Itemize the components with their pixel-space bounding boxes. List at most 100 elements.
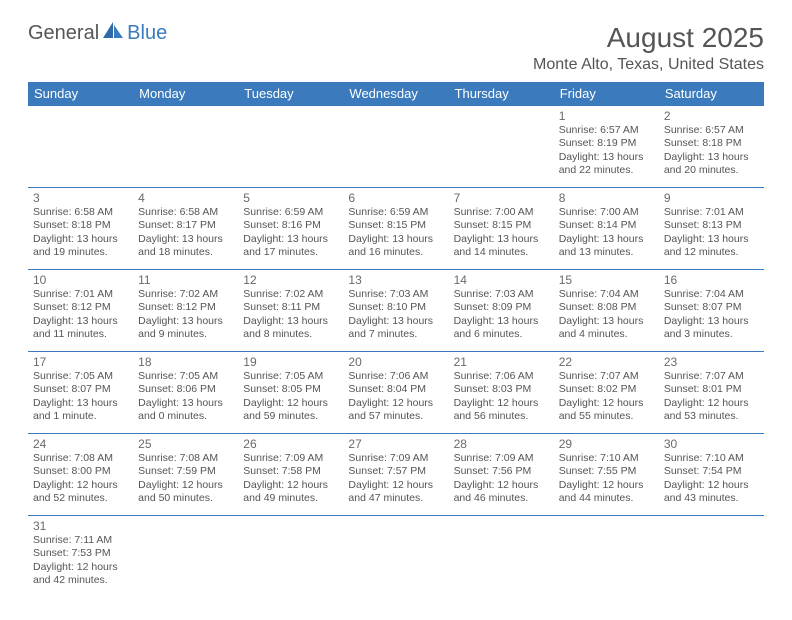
cell-day1: Daylight: 13 hours [664, 151, 759, 164]
calendar-cell [28, 106, 133, 188]
cell-day2: and 57 minutes. [348, 410, 443, 423]
day-header: Thursday [449, 82, 554, 106]
sail-icon [103, 22, 125, 45]
cell-sunset: Sunset: 8:05 PM [243, 383, 338, 396]
day-number: 5 [243, 191, 338, 205]
cell-day2: and 22 minutes. [559, 164, 654, 177]
day-header-row: Sunday Monday Tuesday Wednesday Thursday… [28, 82, 764, 106]
calendar-cell: 7Sunrise: 7:00 AMSunset: 8:15 PMDaylight… [449, 188, 554, 270]
cell-day2: and 59 minutes. [243, 410, 338, 423]
cell-day2: and 4 minutes. [559, 328, 654, 341]
cell-sunrise: Sunrise: 7:03 AM [454, 288, 549, 301]
calendar-cell: 5Sunrise: 6:59 AMSunset: 8:16 PMDaylight… [238, 188, 343, 270]
day-number: 6 [348, 191, 443, 205]
day-number: 2 [664, 109, 759, 123]
cell-day1: Daylight: 13 hours [33, 315, 128, 328]
cell-sunset: Sunset: 8:06 PM [138, 383, 233, 396]
calendar-cell: 9Sunrise: 7:01 AMSunset: 8:13 PMDaylight… [659, 188, 764, 270]
calendar-cell: 18Sunrise: 7:05 AMSunset: 8:06 PMDayligh… [133, 352, 238, 434]
cell-sunrise: Sunrise: 7:00 AM [454, 206, 549, 219]
cell-day2: and 20 minutes. [664, 164, 759, 177]
day-number: 4 [138, 191, 233, 205]
calendar-cell: 12Sunrise: 7:02 AMSunset: 8:11 PMDayligh… [238, 270, 343, 352]
cell-sunrise: Sunrise: 7:07 AM [559, 370, 654, 383]
calendar-cell [343, 106, 448, 188]
cell-day1: Daylight: 13 hours [454, 315, 549, 328]
calendar-cell: 2Sunrise: 6:57 AMSunset: 8:18 PMDaylight… [659, 106, 764, 188]
calendar-cell: 8Sunrise: 7:00 AMSunset: 8:14 PMDaylight… [554, 188, 659, 270]
day-number: 24 [33, 437, 128, 451]
cell-day1: Daylight: 13 hours [138, 397, 233, 410]
cell-sunrise: Sunrise: 7:09 AM [454, 452, 549, 465]
cell-sunset: Sunset: 7:55 PM [559, 465, 654, 478]
cell-day2: and 7 minutes. [348, 328, 443, 341]
cell-sunrise: Sunrise: 7:11 AM [33, 534, 128, 547]
calendar-cell: 30Sunrise: 7:10 AMSunset: 7:54 PMDayligh… [659, 434, 764, 516]
day-number: 30 [664, 437, 759, 451]
cell-day1: Daylight: 13 hours [33, 233, 128, 246]
calendar-row: 3 Sunrise: 6:58 AM Sunset: 8:18 PMDaylight… [28, 188, 764, 270]
cell-sunset: Sunset: 8:12 PM [33, 301, 128, 314]
cell-day1: Daylight: 13 hours [559, 151, 654, 164]
cell-sunset: Sunset: 8:08 PM [559, 301, 654, 314]
calendar-cell: 29Sunrise: 7:10 AMSunset: 7:55 PMDayligh… [554, 434, 659, 516]
cell-sunset: Sunset: 8:02 PM [559, 383, 654, 396]
calendar-cell: 31Sunrise: 7:11 AMSunset: 7:53 PMDayligh… [28, 516, 133, 598]
page-title: August 2025 [533, 22, 764, 54]
calendar-cell [133, 106, 238, 188]
day-header: Monday [133, 82, 238, 106]
calendar-row: 31Sunrise: 7:11 AMSunset: 7:53 PMDayligh… [28, 516, 764, 598]
calendar-cell: 3Sunrise: 6:58 AMSunset: 8:18 PMDaylight… [28, 188, 133, 270]
day-number: 17 [33, 355, 128, 369]
cell-sunrise: Sunrise: 6:59 AM [348, 206, 443, 219]
calendar-row: 1Sunrise: 6:57 AMSunset: 8:19 PMDaylight… [28, 106, 764, 188]
cell-day2: and 18 minutes. [138, 246, 233, 259]
day-number: 8 [559, 191, 654, 205]
location-text: Monte Alto, Texas, United States [533, 56, 764, 74]
cell-sunrise: Sunrise: 6:57 AM [664, 124, 759, 137]
calendar-cell [343, 516, 448, 598]
cell-sunset: Sunset: 8:18 PM [33, 219, 128, 232]
calendar-cell: 14Sunrise: 7:03 AMSunset: 8:09 PMDayligh… [449, 270, 554, 352]
day-number: 3 [33, 191, 128, 205]
cell-sunrise: Sunrise: 7:08 AM [138, 452, 233, 465]
cell-sunrise: Sunrise: 7:05 AM [243, 370, 338, 383]
cell-sunset: Sunset: 8:19 PM [559, 137, 654, 150]
calendar-cell: 23Sunrise: 7:07 AMSunset: 8:01 PMDayligh… [659, 352, 764, 434]
calendar-row: 10Sunrise: 7:01 AMSunset: 8:12 PMDayligh… [28, 270, 764, 352]
day-number: 15 [559, 273, 654, 287]
day-number: 25 [138, 437, 233, 451]
calendar-cell [449, 106, 554, 188]
day-number: 19 [243, 355, 338, 369]
cell-sunset: Sunset: 7:58 PM [243, 465, 338, 478]
calendar-cell [238, 516, 343, 598]
cell-sunset: Sunset: 8:15 PM [454, 219, 549, 232]
cell-day2: and 16 minutes. [348, 246, 443, 259]
cell-day2: and 42 minutes. [33, 574, 128, 587]
cell-sunrise: Sunrise: 6:58 AM [138, 206, 233, 219]
cell-sunset: Sunset: 7:57 PM [348, 465, 443, 478]
cell-day2: and 55 minutes. [559, 410, 654, 423]
cell-sunrise: Sunrise: 7:05 AM [138, 370, 233, 383]
day-header: Tuesday [238, 82, 343, 106]
cell-day2: and 8 minutes. [243, 328, 338, 341]
day-number: 10 [33, 273, 128, 287]
cell-day1: Daylight: 13 hours [138, 315, 233, 328]
calendar-row: 17Sunrise: 7:05 AMSunset: 8:07 PMDayligh… [28, 352, 764, 434]
cell-day1: Daylight: 12 hours [454, 397, 549, 410]
cell-sunset: Sunset: 7:59 PM [138, 465, 233, 478]
calendar-cell: 1Sunrise: 6:57 AMSunset: 8:19 PMDaylight… [554, 106, 659, 188]
cell-sunrise: Sunrise: 7:00 AM [559, 206, 654, 219]
cell-sunset: Sunset: 8:15 PM [348, 219, 443, 232]
calendar-cell: 22Sunrise: 7:07 AMSunset: 8:02 PMDayligh… [554, 352, 659, 434]
cell-sunrise: Sunrise: 7:06 AM [348, 370, 443, 383]
cell-day1: Daylight: 12 hours [559, 397, 654, 410]
cell-day1: Daylight: 12 hours [664, 397, 759, 410]
calendar-cell: 28Sunrise: 7:09 AMSunset: 7:56 PMDayligh… [449, 434, 554, 516]
cell-day2: and 44 minutes. [559, 492, 654, 505]
cell-day2: and 1 minute. [33, 410, 128, 423]
cell-sunrise: Sunrise: 7:05 AM [33, 370, 128, 383]
day-number: 22 [559, 355, 654, 369]
cell-day2: and 52 minutes. [33, 492, 128, 505]
cell-sunrise: Sunrise: 7:10 AM [559, 452, 654, 465]
